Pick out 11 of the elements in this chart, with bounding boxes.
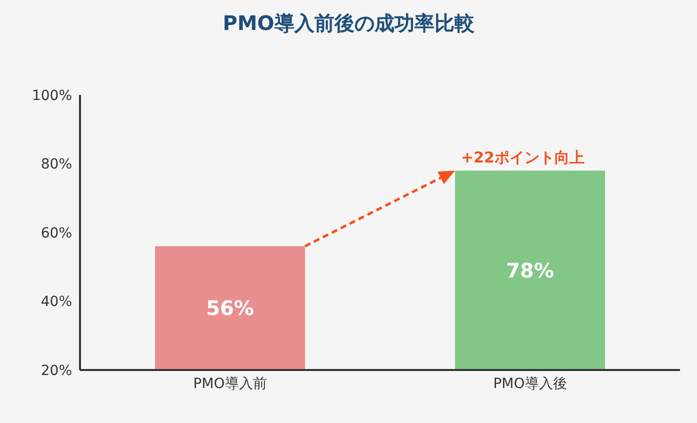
annotation: +22ポイント向上 — [461, 148, 584, 167]
y-tick-label: 20% — [40, 362, 72, 379]
y-tick-label: 60% — [40, 225, 72, 242]
data-label: 56% — [206, 296, 254, 320]
x-tick-label: PMO導入後 — [493, 376, 567, 392]
chart-title: PMO導入前後の成功率比較 — [222, 10, 476, 37]
data-label: 78% — [506, 258, 554, 282]
y-tick-label: 40% — [40, 294, 72, 310]
x-tick-label: PMO導入前 — [193, 376, 267, 392]
y-tick-label: 80% — [40, 156, 72, 173]
y-tick-label: 100% — [32, 88, 72, 104]
